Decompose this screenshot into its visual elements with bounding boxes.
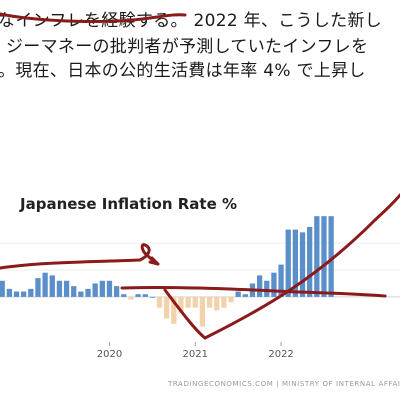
chart-bar — [192, 296, 198, 308]
chart-bar — [56, 280, 63, 297]
chart-bar — [21, 291, 27, 297]
chart-bar — [314, 216, 320, 297]
chart-bar — [85, 288, 91, 297]
chart-bar — [113, 286, 120, 297]
annotation-underline-stroke — [0, 12, 187, 23]
x-axis-ticks: 2020 2021 2022 — [97, 342, 294, 360]
chart-bar — [292, 229, 299, 297]
chart-bars — [0, 216, 334, 327]
chart-bar — [71, 286, 77, 297]
chart-bar — [156, 296, 163, 308]
chart-bar — [13, 291, 20, 297]
chart-source-footer: TRADINGECONOMICS.COM | MINISTRY OF INTER… — [167, 380, 400, 388]
chart-bar — [63, 280, 70, 297]
chart-bar — [92, 283, 98, 297]
chart-bar — [164, 296, 170, 319]
text-line-2: ジーマネーの批判者が予測していたインフレを — [6, 37, 369, 57]
chart-bar — [271, 272, 277, 297]
chart-bar — [99, 280, 105, 297]
x-tick-label: 2021 — [183, 349, 208, 360]
japanese-text-excerpt: なインフレを経験する。 2022 年、こうした新し ジーマネーの批判者が予測して… — [0, 0, 400, 80]
chart-bar — [221, 296, 227, 308]
chart-bar — [42, 272, 48, 297]
chart-bar — [214, 296, 220, 311]
chart-bar — [206, 296, 213, 308]
chart-bar — [128, 296, 134, 300]
chart-bar — [285, 229, 291, 297]
chart-bar — [185, 296, 191, 308]
chart-bar — [28, 288, 34, 297]
x-tick-label: 2022 — [268, 349, 293, 360]
chart-bar — [178, 296, 184, 314]
chart-bar — [106, 280, 113, 297]
x-tick-label: 2020 — [97, 349, 122, 360]
chart-bar — [228, 296, 234, 303]
chart-bar — [142, 294, 148, 297]
chart-bar — [256, 275, 263, 297]
chart-bar — [6, 288, 13, 297]
annotation-arrow-stroke — [0, 243, 160, 270]
handwritten-annotations — [0, 12, 400, 340]
text-line-3: 。現在、日本の公的生活費は年率 4% で上昇し — [0, 61, 366, 80]
chart-bar — [328, 216, 334, 297]
chart-bar — [49, 275, 55, 297]
chart-bar — [121, 294, 127, 297]
chart-title: Japanese Inflation Rate % — [19, 195, 237, 213]
chart-bar — [264, 280, 270, 297]
chart-bar — [171, 296, 177, 324]
chart-bar — [321, 216, 327, 297]
chart-bar — [235, 291, 241, 297]
chart-bar — [135, 294, 141, 297]
chart-bar — [149, 296, 156, 298]
chart-bar — [78, 291, 84, 297]
annotation-dip-stroke — [163, 193, 400, 340]
chart-bar — [307, 226, 313, 297]
text-line-1: なインフレを経験する。 2022 年、こうした新し — [0, 11, 383, 31]
chart-bar — [0, 280, 5, 297]
chart-bar — [199, 296, 206, 327]
chart-bar — [299, 232, 306, 297]
chart-bar — [242, 294, 248, 297]
chart-bar — [278, 264, 284, 297]
chart-bar — [35, 278, 41, 297]
